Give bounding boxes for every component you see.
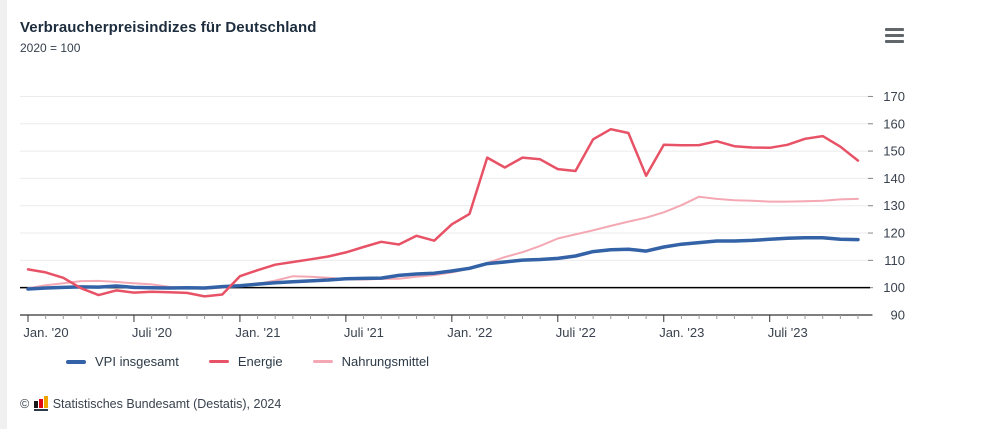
x-axis-label: Juli '20 xyxy=(132,325,172,340)
legend-swatch-energie xyxy=(208,360,229,363)
x-axis-label: Juli '21 xyxy=(344,325,384,340)
hamburger-menu-icon[interactable] xyxy=(885,28,905,44)
copyright-symbol: © xyxy=(20,396,30,411)
legend-label: VPI insgesamt xyxy=(95,354,179,369)
x-axis-label: Juli '22 xyxy=(556,325,596,340)
y-axis-label: 130 xyxy=(883,198,905,213)
y-axis-label: 120 xyxy=(883,226,905,241)
y-axis-label: 170 xyxy=(883,89,905,104)
legend-swatch-vpi xyxy=(66,359,86,364)
legend-item-nahrungsmittel[interactable]: Nahrungsmittel xyxy=(312,354,430,369)
legend-item-vpi-insgesamt[interactable]: VPI insgesamt xyxy=(66,354,179,369)
series-line-vpi-insgesamt[interactable] xyxy=(26,235,860,291)
legend-swatch-nahrungsmittel xyxy=(312,360,333,363)
y-axis-label: 140 xyxy=(883,171,905,186)
chart-legend: VPI insgesamt Energie Nahrungsmittel xyxy=(66,354,429,369)
y-axis-label: 110 xyxy=(884,253,905,268)
y-axis-label: 90 xyxy=(891,308,905,323)
source-text: Statistisches Bundesamt (Destatis), 2024 xyxy=(52,396,282,411)
x-axis-label: Jan. '22 xyxy=(447,325,492,340)
x-axis-label: Jan. '20 xyxy=(23,325,68,340)
legend-item-energie[interactable]: Energie xyxy=(208,354,283,369)
x-axis-label: Juli '23 xyxy=(768,325,808,340)
y-axis-label: 160 xyxy=(883,116,905,131)
series-line-energie[interactable] xyxy=(26,127,860,298)
legend-label: Energie xyxy=(237,354,283,369)
chart-title: Verbraucherpreisindizes für Deutschland xyxy=(20,19,317,36)
x-axis-label: Jan. '23 xyxy=(659,325,704,340)
legend-label: Nahrungsmittel xyxy=(341,354,430,369)
y-axis-label: 150 xyxy=(883,144,905,159)
page-edge-strip xyxy=(0,0,7,429)
y-axis-label: 100 xyxy=(883,280,905,295)
source-attribution: © Statistisches Bundesamt (Destatis), 20… xyxy=(20,396,281,411)
chart-subtitle: 2020 = 100 xyxy=(20,41,81,55)
destatis-logo-icon xyxy=(34,396,48,411)
x-axis-label: Jan. '21 xyxy=(235,325,280,340)
